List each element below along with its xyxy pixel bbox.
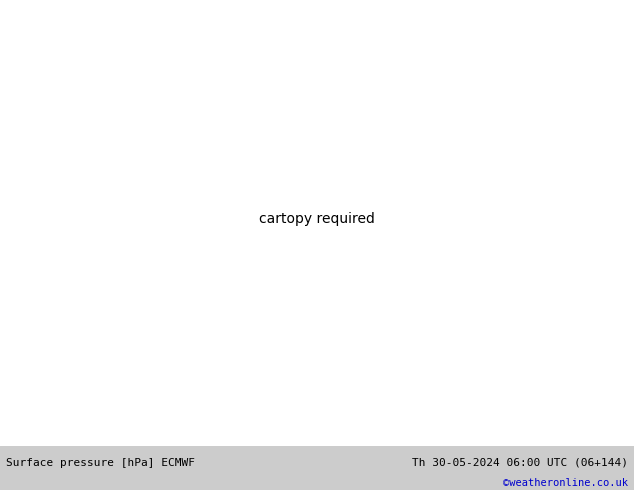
Text: cartopy required: cartopy required xyxy=(259,212,375,226)
Text: Surface pressure [hPa] ECMWF: Surface pressure [hPa] ECMWF xyxy=(6,458,195,468)
Text: ©weatheronline.co.uk: ©weatheronline.co.uk xyxy=(503,478,628,488)
Polygon shape xyxy=(0,446,634,490)
Text: Th 30-05-2024 06:00 UTC (06+144): Th 30-05-2024 06:00 UTC (06+144) xyxy=(412,458,628,468)
